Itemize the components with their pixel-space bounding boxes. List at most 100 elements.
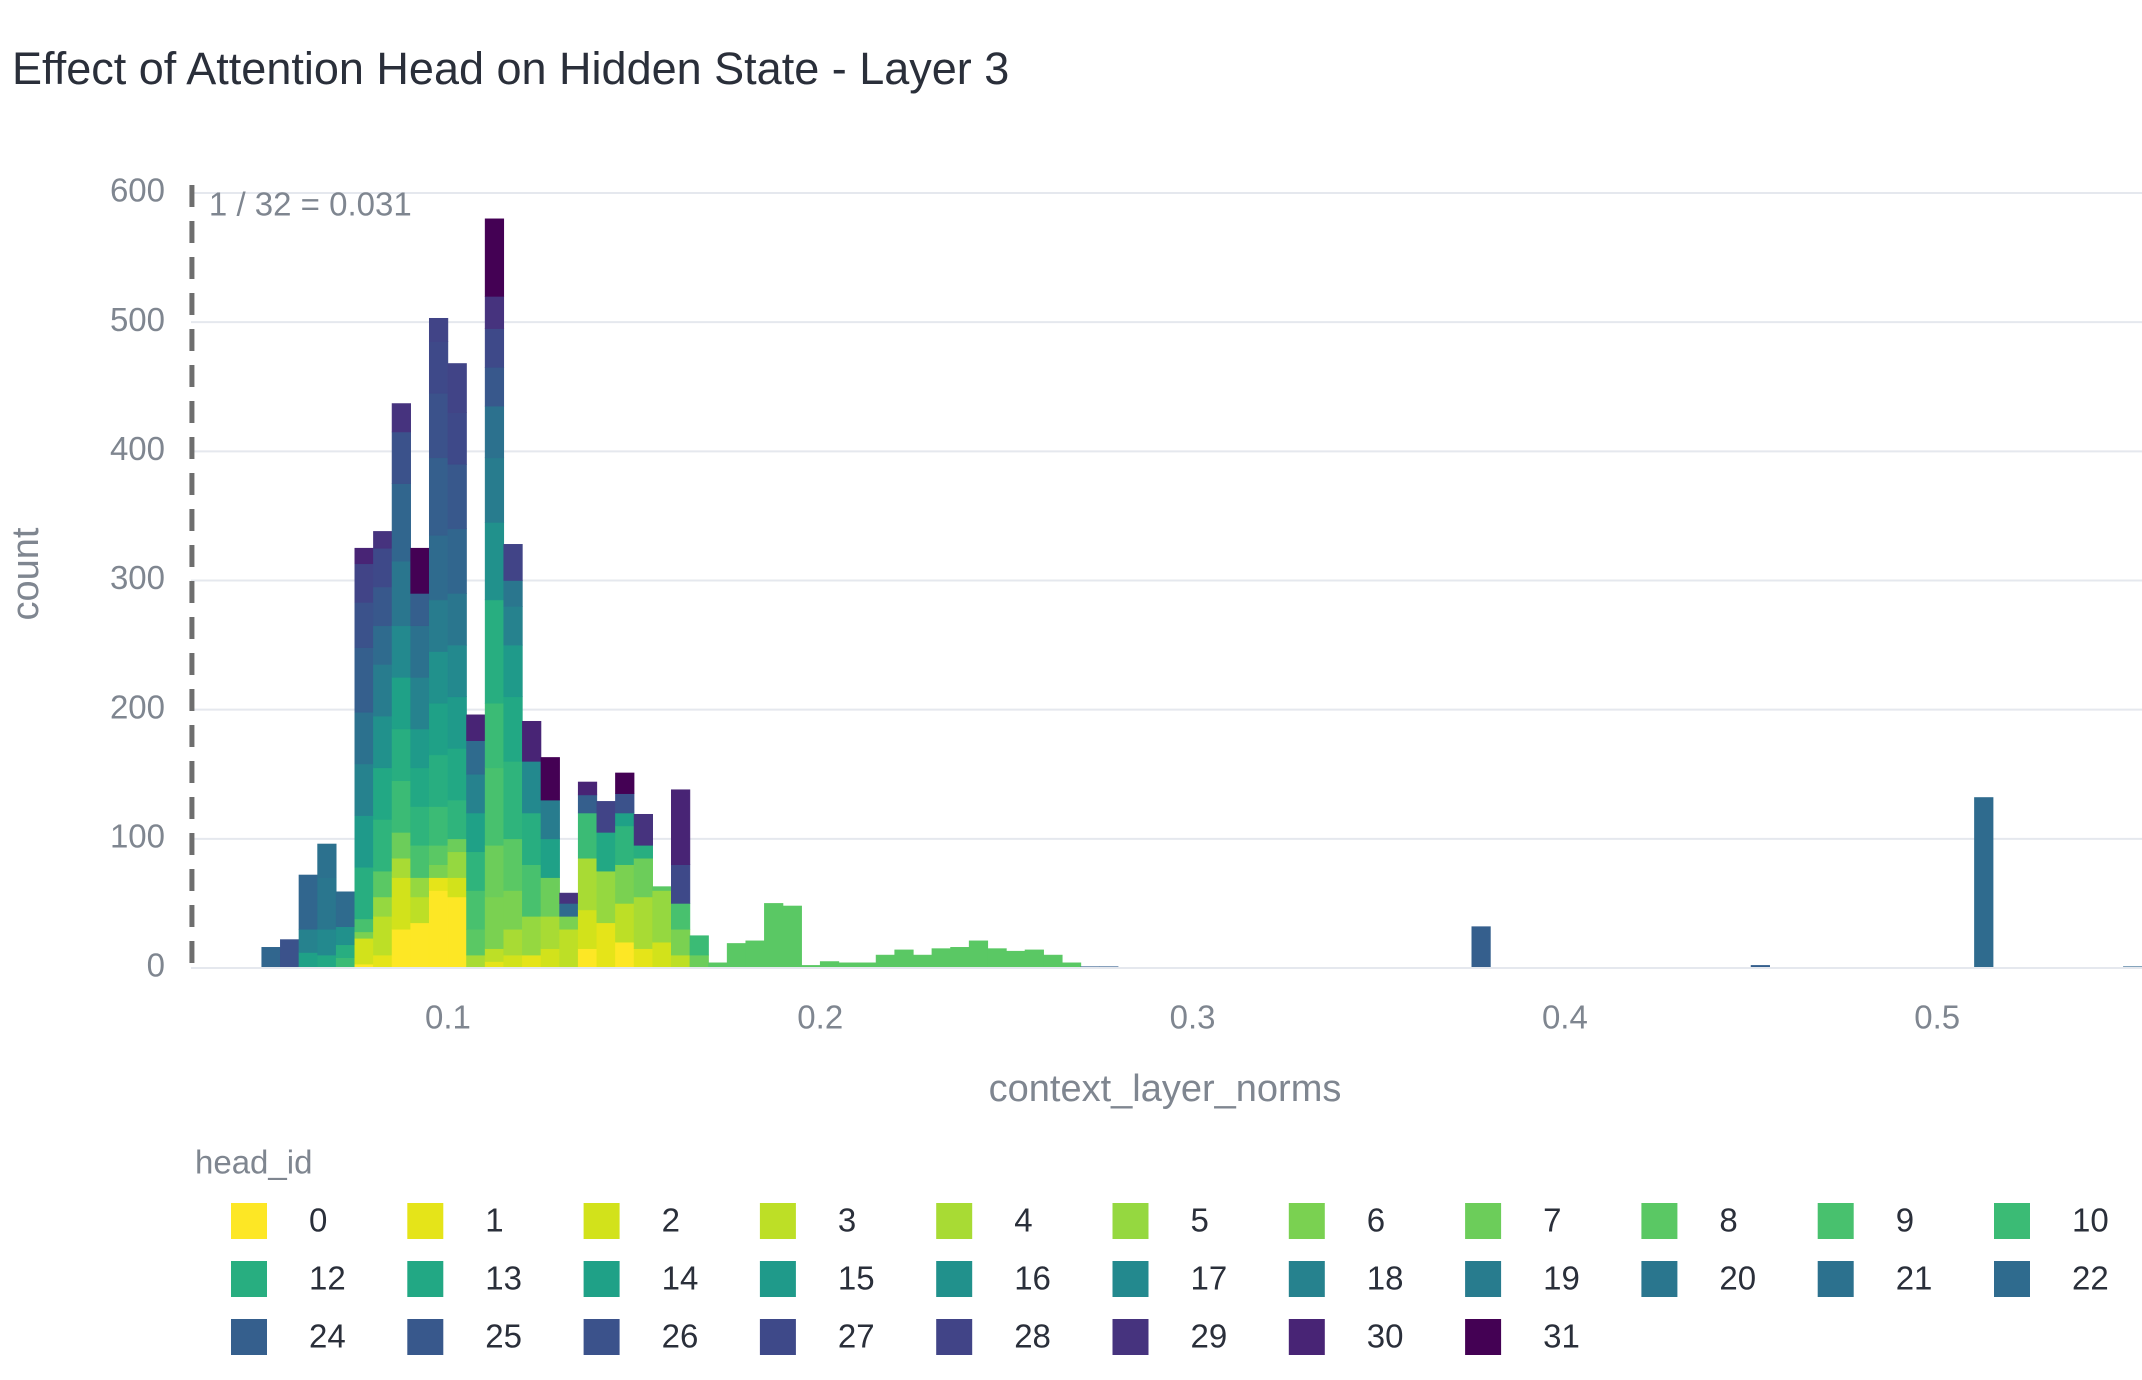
legend-item[interactable]: 8 bbox=[1641, 1202, 1738, 1239]
legend-item[interactable]: 29 bbox=[1112, 1318, 1228, 1355]
legend-item[interactable]: 4 bbox=[936, 1202, 1033, 1239]
bar-segment bbox=[615, 941, 635, 969]
legend-item[interactable]: 2 bbox=[583, 1202, 680, 1239]
bar-segment bbox=[875, 954, 896, 969]
bar-segment bbox=[466, 740, 486, 775]
legend-swatch bbox=[407, 1319, 444, 1355]
bar-segment bbox=[1974, 797, 1994, 969]
legend-item[interactable]: 6 bbox=[1288, 1202, 1385, 1239]
legend-item[interactable]: 7 bbox=[1465, 1202, 1561, 1239]
legend-title: head_id bbox=[195, 1144, 312, 1181]
bar-segment bbox=[335, 944, 356, 958]
legend-swatch bbox=[231, 1319, 267, 1355]
bar-segment bbox=[391, 832, 411, 859]
bar-segment bbox=[596, 801, 616, 833]
legend-label: 19 bbox=[1543, 1260, 1580, 1297]
legend-item[interactable]: 26 bbox=[583, 1318, 699, 1355]
bar-segment bbox=[373, 896, 393, 917]
legend-item[interactable]: 5 bbox=[1112, 1202, 1209, 1239]
legend-item[interactable]: 17 bbox=[1112, 1260, 1228, 1297]
bar-segment bbox=[466, 954, 486, 969]
legend-item[interactable]: 1 bbox=[407, 1202, 504, 1239]
bar-segment bbox=[633, 813, 653, 846]
legend-swatch bbox=[1288, 1203, 1325, 1239]
legend-swatch bbox=[759, 1203, 796, 1239]
legend-item[interactable]: 22 bbox=[1994, 1260, 2109, 1297]
bar-segment bbox=[410, 767, 430, 807]
bar-segment bbox=[596, 832, 616, 872]
legend-swatch bbox=[936, 1203, 973, 1239]
bar-segment bbox=[633, 857, 653, 898]
legend-swatch bbox=[1288, 1319, 1325, 1355]
bar-segment bbox=[354, 563, 374, 603]
bar-segment bbox=[503, 761, 523, 840]
legend-item[interactable]: 27 bbox=[759, 1318, 875, 1355]
bar-segment bbox=[577, 812, 598, 859]
legend-swatch bbox=[1465, 1261, 1502, 1297]
bar-segment bbox=[652, 886, 672, 891]
legend-item[interactable]: 31 bbox=[1465, 1318, 1580, 1355]
bar-segment bbox=[391, 728, 411, 782]
legend-item[interactable]: 13 bbox=[407, 1260, 522, 1297]
y-tick-label: 400 bbox=[110, 430, 165, 467]
bar-segment bbox=[745, 940, 765, 969]
legend-item[interactable]: 28 bbox=[936, 1318, 1051, 1355]
legend-item[interactable]: 15 bbox=[759, 1260, 875, 1297]
legend-item[interactable]: 14 bbox=[583, 1260, 699, 1297]
bar-segment bbox=[373, 664, 393, 717]
bar-segment bbox=[428, 457, 449, 536]
bar-segment bbox=[633, 948, 653, 969]
legend-swatch bbox=[1288, 1261, 1325, 1297]
bar-segment bbox=[317, 928, 337, 956]
legend-item[interactable]: 16 bbox=[936, 1260, 1051, 1297]
bar-segment bbox=[428, 599, 449, 652]
bar-segment bbox=[373, 767, 393, 820]
bar-segment bbox=[354, 547, 374, 565]
legend-swatch bbox=[583, 1319, 620, 1355]
legend-item[interactable]: 24 bbox=[231, 1318, 346, 1355]
bar-segment bbox=[484, 328, 505, 368]
bar-segment bbox=[354, 866, 374, 920]
bar-segment bbox=[522, 720, 542, 762]
legend-item[interactable]: 9 bbox=[1817, 1202, 1914, 1239]
bar-segment bbox=[689, 935, 709, 956]
legend-item[interactable]: 21 bbox=[1817, 1260, 1933, 1297]
bar-segment bbox=[484, 702, 505, 769]
legend-label: 3 bbox=[838, 1202, 856, 1239]
bar-segment bbox=[615, 793, 635, 814]
bar-segment bbox=[428, 341, 449, 394]
legend-item[interactable]: 12 bbox=[231, 1260, 346, 1297]
legend-item[interactable]: 25 bbox=[407, 1318, 522, 1355]
bar-segment bbox=[373, 625, 393, 665]
bar-segment bbox=[410, 593, 430, 627]
bar-segment bbox=[410, 625, 430, 678]
legend-item[interactable]: 19 bbox=[1465, 1260, 1580, 1297]
legend-swatch bbox=[1112, 1319, 1149, 1355]
bar-segment bbox=[428, 890, 449, 969]
legend-label: 13 bbox=[485, 1260, 522, 1297]
legend-label: 15 bbox=[838, 1260, 875, 1297]
legend-item[interactable]: 10 bbox=[1994, 1202, 2109, 1239]
legend-swatch bbox=[1112, 1203, 1149, 1239]
legend-item[interactable]: 0 bbox=[231, 1202, 327, 1239]
bar-segment bbox=[447, 838, 467, 853]
bar-segment bbox=[261, 947, 281, 969]
legend-label: 6 bbox=[1367, 1202, 1385, 1239]
legend-item[interactable]: 3 bbox=[759, 1202, 856, 1239]
bar-segment bbox=[447, 851, 467, 878]
bar-segment bbox=[540, 799, 560, 840]
legend-item[interactable]: 20 bbox=[1641, 1260, 1756, 1297]
bar-segment bbox=[503, 890, 523, 930]
bar-segment bbox=[540, 877, 560, 917]
legend-swatch bbox=[936, 1319, 973, 1355]
bar-segment bbox=[1024, 949, 1044, 969]
annotation: 1 / 32 = 0.031 bbox=[209, 186, 412, 223]
bar-segment bbox=[447, 896, 467, 969]
legend-swatch bbox=[1994, 1203, 2030, 1239]
legend-item[interactable]: 30 bbox=[1288, 1318, 1404, 1355]
legend-swatch bbox=[1112, 1261, 1149, 1297]
legend-item[interactable]: 18 bbox=[1288, 1260, 1404, 1297]
x-axis-title: context_layer_norms bbox=[989, 1068, 1342, 1110]
bar-segment bbox=[671, 928, 691, 956]
bar-segment bbox=[466, 851, 486, 891]
